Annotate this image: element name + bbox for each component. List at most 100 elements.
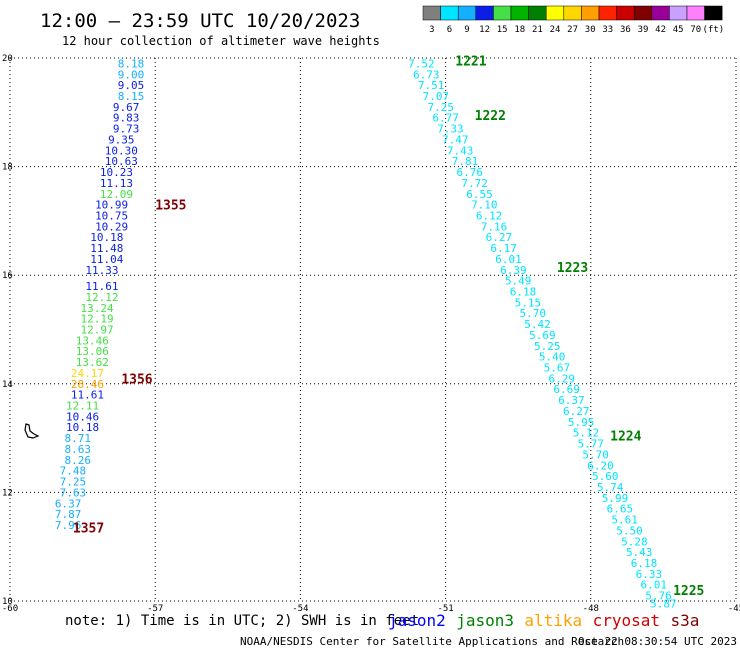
y-tick-label: 14	[2, 380, 13, 390]
wave-height-label: 5.40	[539, 351, 566, 364]
wave-height-label: 5.70	[519, 307, 546, 320]
wave-height-label: 5.43	[626, 546, 653, 559]
wave-height-label: 7.52	[408, 57, 435, 70]
time-label: 1223	[557, 261, 588, 276]
grid-lines	[9, 57, 737, 602]
y-tick-label: 16	[2, 271, 13, 281]
wave-height-label: 5.99	[602, 492, 629, 505]
wave-height-label: 12.19	[81, 313, 114, 326]
scale-label: 39	[638, 25, 649, 35]
data-labels: 8.189.009.058.159.679.839.739.3510.3010.…	[55, 57, 677, 610]
wave-height-label: 13.46	[76, 334, 109, 347]
wave-height-label: 7.47	[442, 133, 469, 146]
time-label: 1225	[673, 584, 704, 599]
scale-swatch	[704, 5, 723, 21]
wave-height-label: 5.50	[616, 524, 643, 537]
wave-height-label: 10.29	[95, 220, 128, 233]
wave-height-label: 9.83	[113, 112, 140, 125]
scale-label: 42	[655, 25, 666, 35]
x-tick-label: -51	[437, 604, 453, 614]
wave-height-label: 12.97	[81, 324, 114, 337]
wave-height-label: 10.30	[105, 144, 138, 157]
y-tick-label: 18	[2, 163, 13, 173]
wave-height-label: 5.95	[568, 416, 595, 429]
scale-swatch	[475, 5, 494, 21]
scale-label: 70	[690, 25, 701, 35]
footer-timestamp: Oct 22 08:30:54 UTC 2023	[578, 635, 737, 648]
legend-jason3: jason3	[456, 611, 514, 630]
wave-height-label: 11.61	[85, 280, 118, 293]
scale-swatch	[545, 5, 565, 21]
scale-label: 45	[673, 25, 684, 35]
scale-label: (ft)	[703, 25, 725, 35]
wave-height-label: 5.67	[544, 362, 571, 375]
legend-s3a: s3a	[671, 611, 700, 630]
wave-height-label: 5.28	[621, 535, 648, 548]
wave-height-label: 8.71	[65, 432, 92, 445]
wave-height-label: 10.18	[90, 231, 123, 244]
wave-height-label: 10.46	[66, 410, 99, 423]
wave-height-label: 11.04	[90, 253, 123, 266]
scale-swatch	[581, 5, 600, 21]
wave-height-label: 6.55	[466, 188, 493, 201]
wave-height-label: 6.29	[549, 372, 576, 385]
wave-height-label: 6.18	[631, 557, 658, 570]
wave-height-label: 7.10	[471, 199, 498, 212]
scale-swatch	[440, 5, 459, 21]
wave-height-label: 5.42	[524, 318, 551, 331]
y-tick-label: 10	[2, 597, 13, 607]
scale-label: 9	[464, 25, 469, 35]
y-tick-label: 12	[2, 488, 13, 498]
wave-height-label: 13.06	[76, 345, 109, 358]
wave-height-label: 6.69	[553, 383, 580, 396]
wave-height-label: 5.76	[645, 590, 672, 603]
wave-height-label: 7.96	[55, 519, 82, 532]
wave-height-label: 11.61	[71, 389, 104, 402]
wave-height-label: 7.33	[437, 123, 464, 136]
wave-height-label: 7.25	[428, 101, 455, 114]
wave-height-label: 7.48	[60, 465, 87, 478]
scale-swatch	[651, 5, 670, 21]
scale-label: 27	[567, 25, 578, 35]
wave-height-label: 10.23	[100, 166, 133, 179]
scale-swatch	[616, 5, 635, 21]
scale-swatch	[686, 5, 705, 21]
scale-label: 6	[447, 25, 452, 35]
legend-cryosat: cryosat	[593, 611, 660, 630]
wave-height-label: 7.81	[452, 155, 479, 168]
wave-height-label: 9.05	[118, 79, 145, 92]
time-label: 1224	[610, 429, 641, 444]
wave-height-label: 5.12	[573, 427, 600, 440]
wave-height-label: 5.25	[534, 340, 561, 353]
wave-height-label: 5.61	[611, 514, 638, 527]
wave-height-label: 10.63	[105, 155, 138, 168]
island-outline	[24, 423, 40, 439]
scale-label: 15	[497, 25, 508, 35]
wave-height-label: 11.13	[100, 177, 133, 190]
footer-credit: NOAA/NESDIS Center for Satellite Applica…	[240, 635, 624, 648]
footer-note: note: 1) Time is in UTC; 2) SWH is in fe…	[65, 613, 419, 629]
scale-swatch	[493, 5, 512, 21]
y-tick-label: 20	[2, 54, 13, 64]
chart-title: 12:00 – 23:59 UTC 10/20/2023	[40, 10, 360, 32]
wave-height-label: 28.46	[71, 378, 104, 391]
wave-height-label: 5.49	[505, 275, 532, 288]
wave-height-label: 5.70	[582, 448, 609, 461]
wave-height-label: 12.11	[66, 400, 99, 413]
x-tick-label: -60	[2, 604, 18, 614]
wave-height-label: 6.17	[490, 242, 517, 255]
wave-height-label: 6.18	[510, 285, 537, 298]
wave-height-label: 8.15	[118, 90, 145, 103]
wave-height-label: 8.26	[65, 454, 92, 467]
wave-height-label: 7.43	[447, 144, 474, 157]
scale-swatch	[528, 5, 547, 21]
wave-height-label: 9.73	[113, 123, 140, 136]
wave-height-label: 24.17	[71, 367, 104, 380]
time-label: 1357	[73, 522, 104, 537]
wave-height-label: 8.63	[65, 443, 92, 456]
satellite-legend: jason2 jason3 altika cryosat s3a	[388, 611, 699, 630]
wave-height-label: 7.16	[481, 220, 508, 233]
time-label: 1221	[455, 55, 486, 70]
wave-height-label: 7.87	[55, 508, 82, 521]
wave-height-label: 5.87	[650, 598, 677, 611]
